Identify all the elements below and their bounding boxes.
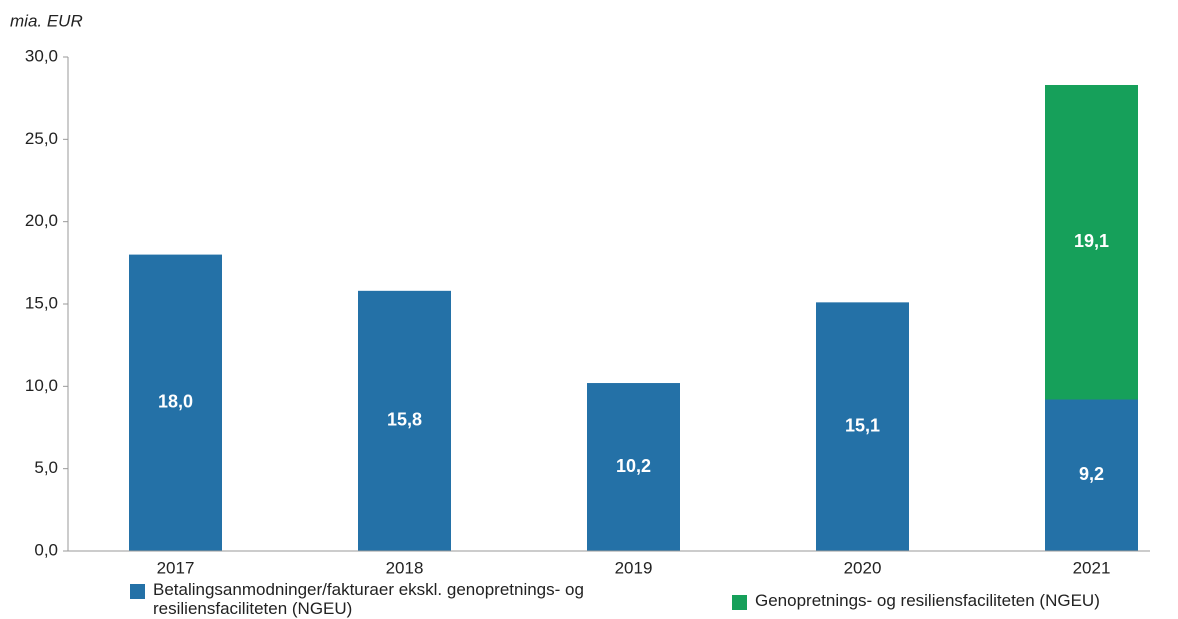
bar [129,254,222,551]
legend-swatch [732,595,747,610]
y-tick-label: 15,0 [25,293,58,312]
legend-swatch [130,584,145,599]
y-tick-label: 0,0 [34,540,58,559]
x-tick-label: 2019 [615,558,653,577]
bar [816,302,909,551]
data-label: 15,8 [387,410,422,430]
x-tick-label: 2018 [386,558,424,577]
bar [587,383,680,551]
data-label: 19,1 [1074,231,1109,251]
x-tick-label: 2020 [844,558,882,577]
data-label: 10,2 [616,456,651,476]
x-tick-label: 2021 [1073,558,1111,577]
legend-item: Genopretnings- og resiliensfaciliteten (… [732,591,1100,610]
data-label: 18,0 [158,392,193,412]
bar [358,290,451,551]
legend-item: Betalingsanmodninger/fakturaer ekskl. ge… [130,580,670,618]
legend-label: Betalingsanmodninger/fakturaer ekskl. ge… [153,580,584,618]
y-tick-label: 25,0 [25,129,58,148]
y-tick-label: 30,0 [25,46,58,65]
bar [1045,84,1138,400]
x-tick-label: 2017 [157,558,195,577]
y-tick-label: 10,0 [25,376,58,395]
data-label: 15,1 [845,415,880,435]
data-label: 9,2 [1079,464,1104,484]
legend-label: Genopretnings- og resiliensfaciliteten (… [755,591,1100,610]
y-tick-label: 20,0 [25,211,58,230]
bar [1045,399,1138,551]
unit-label: mia. EUR [10,11,83,30]
y-tick-label: 5,0 [34,458,58,477]
